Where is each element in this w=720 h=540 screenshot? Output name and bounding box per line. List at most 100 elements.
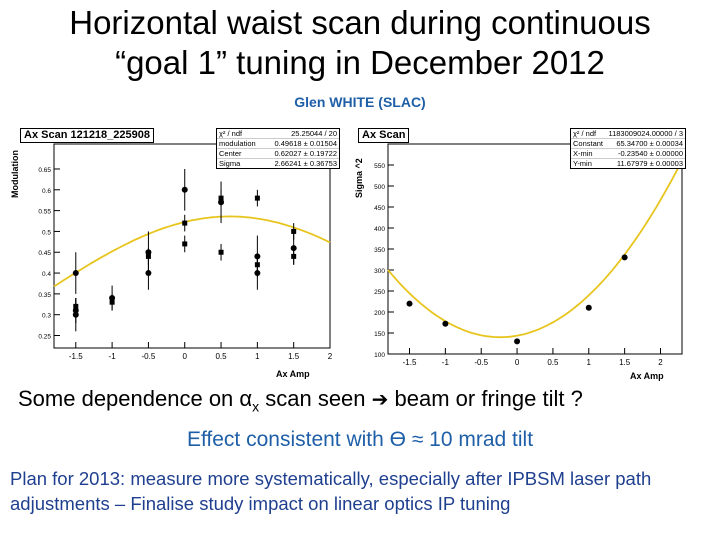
- modulation-data-point: [254, 253, 261, 260]
- modulation-x-tick-label: 0.5: [215, 352, 227, 361]
- dependence-middle: scan seen: [259, 386, 372, 411]
- sigma-y-tick-label: 250: [374, 289, 385, 296]
- sigma-stat-value: -0.23540 ± 0.00000: [617, 149, 683, 158]
- modulation-y-tick-label: 0.3: [42, 313, 51, 320]
- modulation-x-tick-label: -1: [109, 352, 117, 361]
- sigma-stat-row: Constant 65.34700 ± 0.00034: [571, 139, 685, 149]
- modulation-frame: [53, 143, 331, 349]
- modulation-x-tick-label: -0.5: [142, 352, 156, 361]
- modulation-stat-value: 2.66241 ± 0.36753: [274, 159, 337, 168]
- modulation-data-point: [182, 220, 188, 226]
- modulation-y-tick-label: 0.65: [38, 167, 51, 174]
- sigma-y-tick-label: 300: [374, 268, 385, 275]
- slide-title-line-2: “goal 1” tuning in December 2012: [115, 44, 605, 81]
- modulation-y-axis-label: Modulation: [10, 150, 20, 198]
- modulation-stat-row: Sigma 2.66241 ± 0.36753: [217, 159, 339, 168]
- sigma-x-axis-label: Ax Amp: [630, 371, 664, 381]
- modulation-stat-row: Center 0.62027 ± 0.19722: [217, 149, 339, 159]
- modulation-fit-stats: χ² / ndf 25.25044 / 20 modulation 0.49618 ±…: [216, 128, 340, 169]
- modulation-plot-title: Ax Scan 121218_225908: [20, 128, 154, 143]
- slide-title-line-1: Horizontal waist scan during continuous: [69, 4, 651, 41]
- sigma-data-point: [585, 304, 592, 311]
- sigma-stat-value: 1183009024.00000 / 3: [608, 129, 683, 138]
- sigma-fit-curve: [387, 160, 683, 339]
- sigma-y-tick-label: 100: [374, 352, 385, 359]
- modulation-stat-value: 25.25044 / 20: [291, 129, 337, 138]
- modulation-data-point: [73, 303, 79, 309]
- modulation-stat-name: modulation: [219, 139, 256, 148]
- modulation-stat-name: χ² / ndf: [219, 129, 243, 138]
- modulation-scan-plot: -1.5 -1 -0.5 0 0.5 1 1.5 2 0.25 0.3 0.35 0.4 0.45 0.5…: [6, 122, 340, 382]
- modulation-stat-name: Center: [219, 149, 242, 158]
- modulation-data-point: [218, 249, 224, 255]
- dependence-statement: Some dependence on αx scan seen ➔ beam o…: [18, 386, 718, 414]
- sigma-x-tick-label: -0.5: [474, 358, 488, 367]
- sigma-x-tick-label: -1: [442, 358, 450, 367]
- modulation-x-tick-label: 0: [183, 352, 188, 361]
- modulation-x-tick-label: 2: [328, 352, 333, 361]
- sigma-x-tick-label: -1.5: [403, 358, 417, 367]
- modulation-stat-row: modulation 0.49618 ± 0.01504: [217, 139, 339, 149]
- sigma-y-tick-label: 400: [374, 226, 385, 233]
- sigma-fit-stats: χ² / ndf 1183009024.00000 / 3 Constant 65.3…: [570, 128, 686, 169]
- alpha-subscript: x: [252, 398, 260, 415]
- modulation-data-point: [72, 270, 79, 277]
- sigma-x-tick-label: 0: [515, 358, 520, 367]
- modulation-data-point: [109, 299, 115, 305]
- tilt-conclusion: Effect consistent with Ө ≈ 10 mrad tilt: [186, 428, 534, 451]
- sigma-x-tick-label: 2: [658, 358, 663, 367]
- modulation-y-tick-label: 0.45: [38, 250, 51, 257]
- modulation-x-tick-label: 1.5: [288, 352, 300, 361]
- sigma-x-tick-label: 1: [587, 358, 592, 367]
- sigma-x-tick-label: 0.5: [547, 358, 559, 367]
- sigma-stat-row: X-min -0.23540 ± 0.00000: [571, 149, 685, 159]
- plan-2013: Plan for 2013: measure more systematical…: [10, 468, 652, 514]
- sigma-data-point: [442, 320, 449, 327]
- sigma-data-point: [406, 300, 413, 307]
- sigma-stat-name: X-min: [573, 149, 593, 158]
- modulation-data-point: [218, 195, 224, 201]
- modulation-data-point: [291, 228, 297, 234]
- modulation-data-point: [145, 253, 151, 259]
- modulation-data-point: [182, 241, 188, 247]
- sigma-y-tick-label: 550: [374, 163, 385, 170]
- modulation-x-axis-label: Ax Amp: [276, 369, 310, 379]
- sigma-y-tick-label: 150: [374, 331, 385, 338]
- modulation-y-tick-label: 0.6: [42, 188, 51, 195]
- sigma-stat-row: Y-min 11.67979 ± 0.00003: [571, 159, 685, 168]
- modulation-stat-value: 0.49618 ± 0.01504: [274, 139, 337, 148]
- dependence-prefix: Some dependence on: [18, 386, 240, 411]
- sigma-scan-svg: -1.5 -1 -0.5 0 0.5 1 1.5 2 100 150 200 250 300 350 400…: [374, 143, 683, 367]
- sigma-stat-name: Constant: [573, 139, 604, 148]
- sigma-data-point: [621, 254, 628, 261]
- alpha-symbol: α: [239, 386, 253, 411]
- modulation-y-tick-label: 0.25: [38, 334, 51, 341]
- sigma-x-tick-label: 1.5: [619, 358, 631, 367]
- sigma-stat-value: 65.34700 ± 0.00034: [616, 139, 683, 148]
- modulation-y-tick-label: 0.55: [38, 209, 51, 216]
- modulation-data-point: [254, 262, 260, 268]
- sigma-stat-row: χ² / ndf 1183009024.00000 / 3: [571, 129, 685, 139]
- dependence-suffix: beam or fringe tilt ?: [388, 386, 583, 411]
- sigma-stat-name: χ² / ndf: [573, 129, 597, 138]
- author-credit: Glen WHITE (SLAC): [294, 94, 426, 110]
- sigma-y-axis-label: Sigma ^2: [354, 158, 364, 198]
- modulation-data-point: [181, 186, 188, 193]
- sigma-data-point: [514, 338, 521, 345]
- modulation-fit-curve: [53, 215, 331, 288]
- modulation-y-tick-label: 0.4: [42, 271, 51, 278]
- modulation-x-tick-label: -1.5: [69, 352, 83, 361]
- modulation-y-tick-label: 0.35: [38, 292, 51, 299]
- modulation-scan-svg: -1.5 -1 -0.5 0 0.5 1 1.5 2 0.25 0.3 0.35 0.4 0.45 0.5…: [38, 143, 333, 361]
- sigma-frame: [387, 143, 683, 355]
- sigma-y-tick-label: 500: [374, 184, 385, 191]
- modulation-stat-row: χ² / ndf 25.25044 / 20: [217, 129, 339, 139]
- sigma-y-tick-label: 350: [374, 247, 385, 254]
- sigma-plot-title: Ax Scan: [358, 128, 410, 143]
- modulation-y-tick-label: 0.5: [42, 229, 51, 236]
- sigma-y-tick-label: 450: [374, 205, 385, 212]
- sigma-stat-value: 11.67979 ± 0.00003: [616, 159, 683, 168]
- modulation-data-point: [254, 195, 260, 201]
- sigma-stat-name: Y-min: [573, 159, 592, 168]
- sigma-y-tick-label: 200: [374, 310, 385, 317]
